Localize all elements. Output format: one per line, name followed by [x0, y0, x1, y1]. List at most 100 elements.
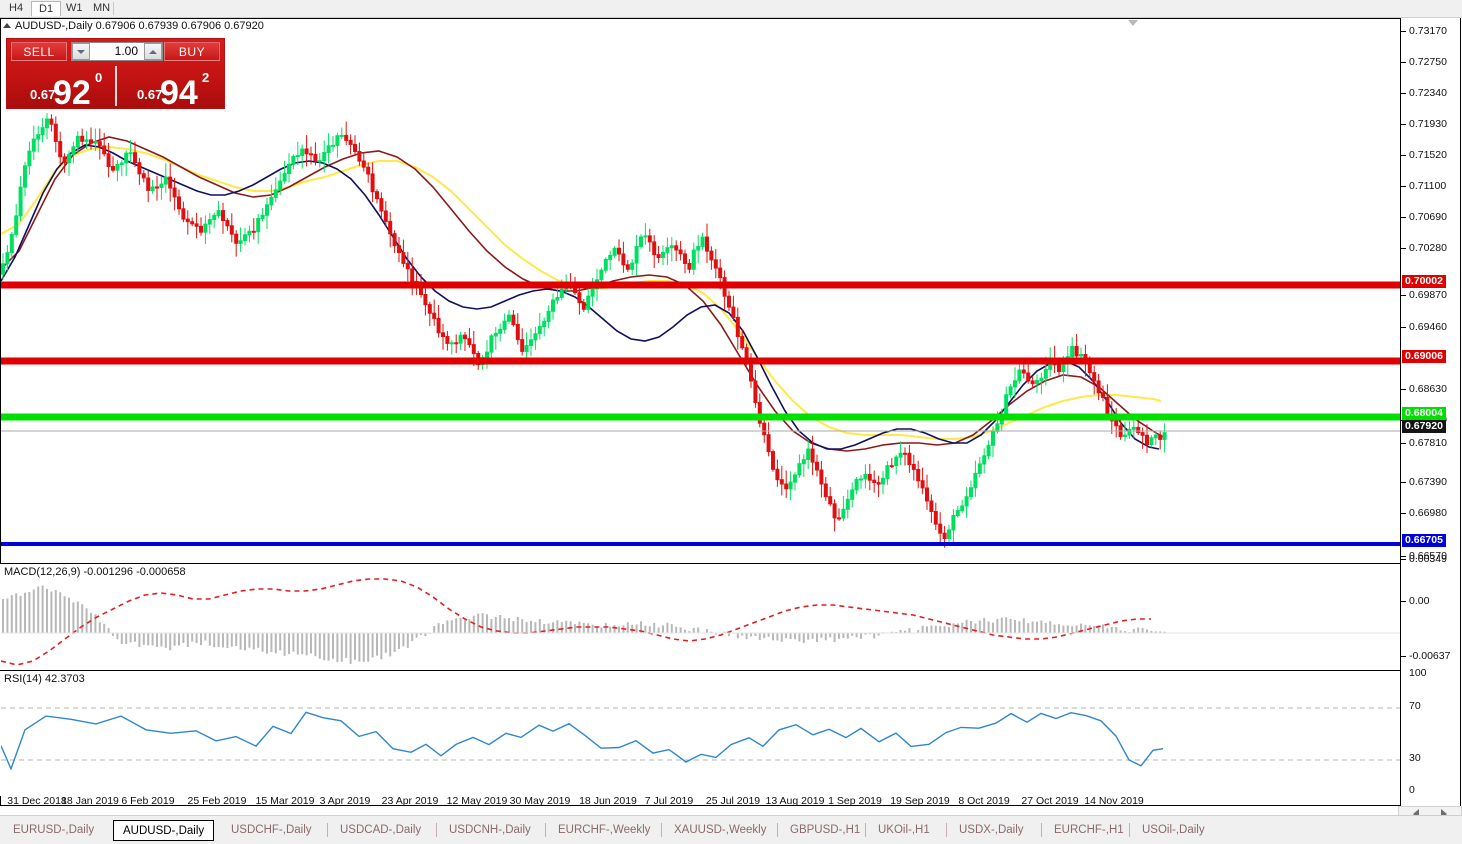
price-tick-label: 0.66570	[1409, 550, 1447, 562]
price-level-badge-red[interactable]: 0.69006	[1402, 350, 1446, 363]
chart-tab-xauusd-weekly[interactable]: XAUUSD-,Weekly	[674, 824, 767, 836]
time-axis-label: 1 Sep 2019	[828, 795, 882, 807]
price-tick	[1401, 482, 1406, 483]
rsi-tick-label: 30	[1409, 752, 1421, 764]
chart-tab-separator	[545, 823, 546, 837]
ma-navy-line	[1, 144, 1160, 450]
macd-tick	[1401, 559, 1406, 560]
timeframe-d1[interactable]: D1	[31, 1, 62, 16]
rsi-tick-label: 0	[1409, 784, 1415, 796]
price-tick-label: 0.69870	[1409, 289, 1447, 301]
ask-price-point: 2	[202, 70, 210, 85]
time-axis-label: 31 Dec 2018	[7, 795, 67, 807]
chart-tab-ukoil-h1[interactable]: UKOil-,H1	[878, 824, 930, 836]
bid-price-point: 0	[95, 70, 103, 85]
price-tick	[1401, 513, 1406, 514]
price-level-badge-red[interactable]: 0.70002	[1402, 275, 1446, 288]
time-axis-label: 18 Jun 2019	[579, 795, 637, 807]
price-scale[interactable]: 0.73170 0.72750 0.72340 0.71930 0.71520 0.711…	[1400, 18, 1460, 806]
chevron-up-icon	[149, 49, 157, 54]
toolbar-separator	[113, 2, 114, 15]
price-tick-label: 0.67390	[1409, 476, 1447, 488]
price-tick-label: 0.71520	[1409, 149, 1447, 161]
scroll-right-icon[interactable]	[1441, 809, 1447, 819]
time-axis-label: 3 Apr 2019	[319, 795, 371, 807]
chart-tab-eurusd-daily[interactable]: EURUSD-,Daily	[13, 824, 95, 836]
scroll-left-icon[interactable]	[1413, 809, 1419, 819]
time-axis-label: 13 Aug 2019	[765, 795, 825, 807]
chart-tab-audusd-daily[interactable]: AUDUSD-,Daily	[113, 820, 215, 841]
price-tick	[1401, 443, 1406, 444]
price-tick	[1401, 556, 1406, 557]
rsi-tick-label: 100	[1409, 667, 1427, 679]
price-tick	[1401, 62, 1406, 63]
price-level-badge-dark[interactable]: 0.67920	[1402, 420, 1446, 433]
chart-tab-separator	[946, 823, 947, 837]
price-level-badge-green[interactable]: 0.68004	[1402, 407, 1446, 420]
volume-decrease-button[interactable]	[72, 43, 90, 60]
chevron-down-icon	[77, 49, 85, 54]
price-tick-label: 0.68630	[1409, 383, 1447, 395]
chart-tab-usdchf-daily[interactable]: USDCHF-,Daily	[231, 824, 312, 836]
chart-tab-bar: EURUSD-,Daily AUDUSD-,Daily USDCHF-,Daily U…	[0, 815, 1462, 844]
time-axis-label: 12 May 2019	[446, 795, 508, 807]
chart-tab-eurchf-h1[interactable]: EURCHF-,H1	[1054, 824, 1124, 836]
chart-tab-eurchf-weekly[interactable]: EURCHF-,Weekly	[558, 824, 651, 836]
ask-price-display[interactable]: 0.67 94 2	[117, 64, 225, 112]
rsi-tick-label: 70	[1409, 700, 1421, 712]
ask-price-big: 94	[160, 74, 198, 112]
timeframe-mn[interactable]: MN	[93, 2, 111, 14]
one-click-trading-panel[interactable]: SELL 1.00 BUY 0.67 92 0 0.67 94 2	[6, 38, 225, 112]
price-tick-label: 0.72750	[1409, 56, 1447, 68]
macd-pane[interactable]	[0, 563, 1400, 671]
chart-tab-usdcnh-daily[interactable]: USDCNH-,Daily	[449, 824, 531, 836]
time-axis-label: 25 Jul 2019	[705, 795, 761, 807]
volume-increase-button[interactable]	[144, 43, 162, 60]
time-axis-label: 6 Feb 2019	[121, 795, 175, 807]
chart-tab-separator	[1041, 823, 1042, 837]
macd-graphics	[1, 578, 1401, 666]
rsi-pane[interactable]	[0, 670, 1400, 796]
macd-signal-line	[1, 578, 1151, 666]
time-axis-label: 19 Sep 2019	[890, 795, 950, 807]
chart-tab-separator	[661, 823, 662, 837]
one-click-controls: SELL 1.00 BUY	[7, 39, 224, 64]
bid-price-big: 92	[53, 74, 91, 112]
time-axis-label: 25 Feb 2019	[187, 795, 247, 807]
price-tick-label: 0.70280	[1409, 242, 1447, 254]
price-level-badge-blue[interactable]: 0.66705	[1402, 534, 1446, 547]
time-axis-label: 15 Mar 2019	[255, 795, 315, 807]
time-axis-label: 7 Jul 2019	[644, 795, 694, 807]
bid-price-display[interactable]: 0.67 92 0	[7, 64, 115, 112]
quote-divider	[115, 66, 117, 106]
chart-tab-separator	[436, 823, 437, 837]
volume-stepper[interactable]: 1.00	[71, 42, 163, 61]
timeframe-toolbar: H4 D1 W1 MN	[0, 0, 1462, 18]
price-tick-label: 0.72340	[1409, 87, 1447, 99]
price-tick-label: 0.67810	[1409, 437, 1447, 449]
timeframe-h4[interactable]: H4	[9, 2, 24, 14]
macd-tick-label: -0.00637	[1409, 650, 1451, 662]
buy-button[interactable]: BUY	[164, 42, 220, 61]
macd-tick-label: 0.00349	[1409, 553, 1447, 565]
chart-tab-usoil-daily[interactable]: USOil-,Daily	[1142, 824, 1205, 836]
time-axis-label: 27 Oct 2019	[1021, 795, 1079, 807]
timeframe-w1[interactable]: W1	[66, 2, 83, 14]
macd-histogram	[2, 585, 1166, 664]
time-axis-label: 18 Jan 2019	[61, 795, 119, 807]
chart-tab-usdcad-daily[interactable]: USDCAD-,Daily	[340, 824, 422, 836]
price-tick	[1401, 389, 1406, 390]
chart-tab-separator	[1129, 823, 1130, 837]
rsi-graphics	[1, 707, 1401, 771]
ask-price-prefix: 0.67	[137, 87, 163, 102]
chart-tab-usdx-daily[interactable]: USDX-,Daily	[959, 824, 1024, 836]
chart-tab-gbpusd-h1[interactable]: GBPUSD-,H1	[790, 824, 861, 836]
volume-value[interactable]: 1.00	[114, 44, 138, 58]
collapse-triangle-icon[interactable]	[3, 23, 11, 28]
price-tick	[1401, 327, 1406, 328]
price-tick	[1401, 248, 1406, 249]
time-axis: 31 Dec 2018 18 Jan 2019 6 Feb 2019 25 Feb 2…	[0, 795, 1400, 809]
sell-button[interactable]: SELL	[11, 42, 67, 61]
one-click-quotes: 0.67 92 0 0.67 94 2	[7, 64, 225, 112]
